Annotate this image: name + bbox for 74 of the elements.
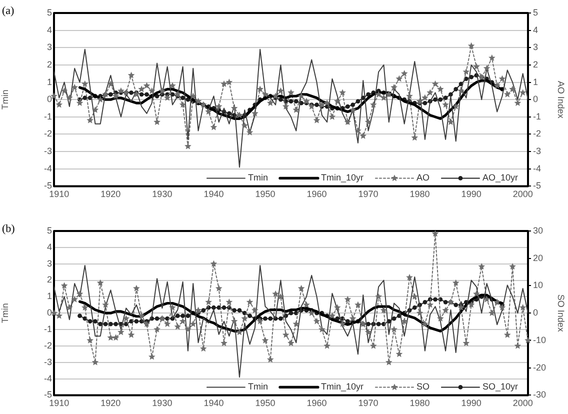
y2-tick-label: 0: [533, 308, 538, 318]
y-tick-label: -3: [44, 146, 52, 156]
y2-axis-title: AO Index: [556, 80, 566, 119]
y-tick-label: -5: [44, 180, 52, 191]
legend-label: Tmin_10yr: [320, 172, 364, 183]
y-tick-label: -1: [44, 324, 52, 334]
legend-label: SO: [416, 382, 430, 392]
y-tick-label: 1: [46, 76, 52, 87]
y-tick-label: 3: [46, 42, 52, 52]
y-tick-label: 5: [46, 225, 52, 236]
y-tick-label: -4: [44, 163, 52, 174]
y-tick-label: 3: [46, 258, 52, 268]
legend-label: SO_10yr: [482, 382, 518, 392]
x-tick-label: 1920: [100, 189, 121, 200]
y2-tick-label: -2: [533, 128, 542, 139]
y2-axis-title: SO Index: [556, 294, 566, 332]
y2-tick-label: 3: [533, 42, 538, 52]
y2-tick-label: -30: [533, 390, 546, 400]
y-tick-label: 2: [46, 59, 52, 70]
y2-tick-label: 20: [533, 252, 544, 263]
y-tick-label: 2: [46, 274, 52, 285]
x-tick-label: 1990: [461, 189, 482, 200]
y-tick-label: 1: [46, 291, 52, 302]
x-tick-label: 2000: [512, 398, 533, 408]
x-tick-label: 1990: [461, 398, 482, 408]
y2-tick-label: -4: [533, 163, 542, 174]
y2-tick-label: 5: [533, 7, 538, 18]
y2-tick-label: 1: [533, 76, 538, 87]
y2-tick-label: 30: [533, 225, 544, 236]
y-tick-label: 0: [46, 94, 52, 104]
chart-title: (a): [2, 5, 14, 17]
x-tick-label: 1980: [410, 398, 430, 408]
y-tick-label: 4: [46, 24, 52, 35]
y-tick-label: 5: [46, 7, 52, 18]
legend-label: Tmin: [248, 172, 268, 183]
x-tick-label: 1930: [152, 189, 172, 200]
x-tick-label: 1950: [255, 398, 276, 408]
y2-tick-label: 10: [533, 280, 544, 290]
y2-tick-label: -3: [533, 146, 542, 156]
y-tick-label: -3: [44, 356, 52, 367]
x-tick-label: 1970: [358, 398, 378, 408]
x-tick-label: 1930: [152, 398, 172, 408]
x-tick-label: 1980: [410, 189, 430, 200]
legend-label: AO: [416, 172, 430, 183]
x-tick-label: 1920: [100, 398, 121, 408]
x-tick-label: 1950: [255, 189, 276, 200]
y2-tick-label: -5: [533, 180, 542, 191]
y-tick-label: -2: [44, 128, 52, 139]
y2-tick-label: 4: [533, 24, 538, 35]
y-tick-label: -4: [44, 373, 52, 384]
legend-label: AO_10yr: [482, 172, 518, 183]
y2-tick-label: -20: [533, 362, 546, 372]
y-axis-title: Tmin: [0, 90, 10, 110]
x-tick-label: 1910: [49, 189, 70, 200]
y2-tick-label: -1: [533, 111, 542, 122]
x-tick-label: 1960: [306, 398, 327, 408]
x-tick-label: 1910: [49, 398, 70, 408]
y-tick-label: -2: [44, 340, 52, 350]
x-tick-label: 2000: [512, 189, 533, 200]
x-tick-label: 1960: [306, 189, 327, 200]
y2-tick-label: 2: [533, 59, 538, 70]
y-tick-label: 4: [46, 242, 52, 252]
legend-label: Tmin_10yr: [320, 382, 364, 392]
y2-tick-label: 0: [533, 94, 538, 104]
y-tick-label: -5: [44, 390, 52, 400]
x-tick-label: 1940: [204, 398, 224, 408]
legend-label: Tmin: [248, 382, 268, 392]
y-tick-label: 0: [46, 308, 52, 318]
y-tick-label: -1: [44, 111, 52, 122]
x-tick-label: 1970: [358, 189, 378, 200]
x-tick-label: 1940: [204, 189, 224, 200]
y2-tick-label: -10: [533, 334, 546, 345]
y-axis-title: Tmin: [0, 303, 10, 324]
chart-title: (b): [2, 223, 15, 235]
